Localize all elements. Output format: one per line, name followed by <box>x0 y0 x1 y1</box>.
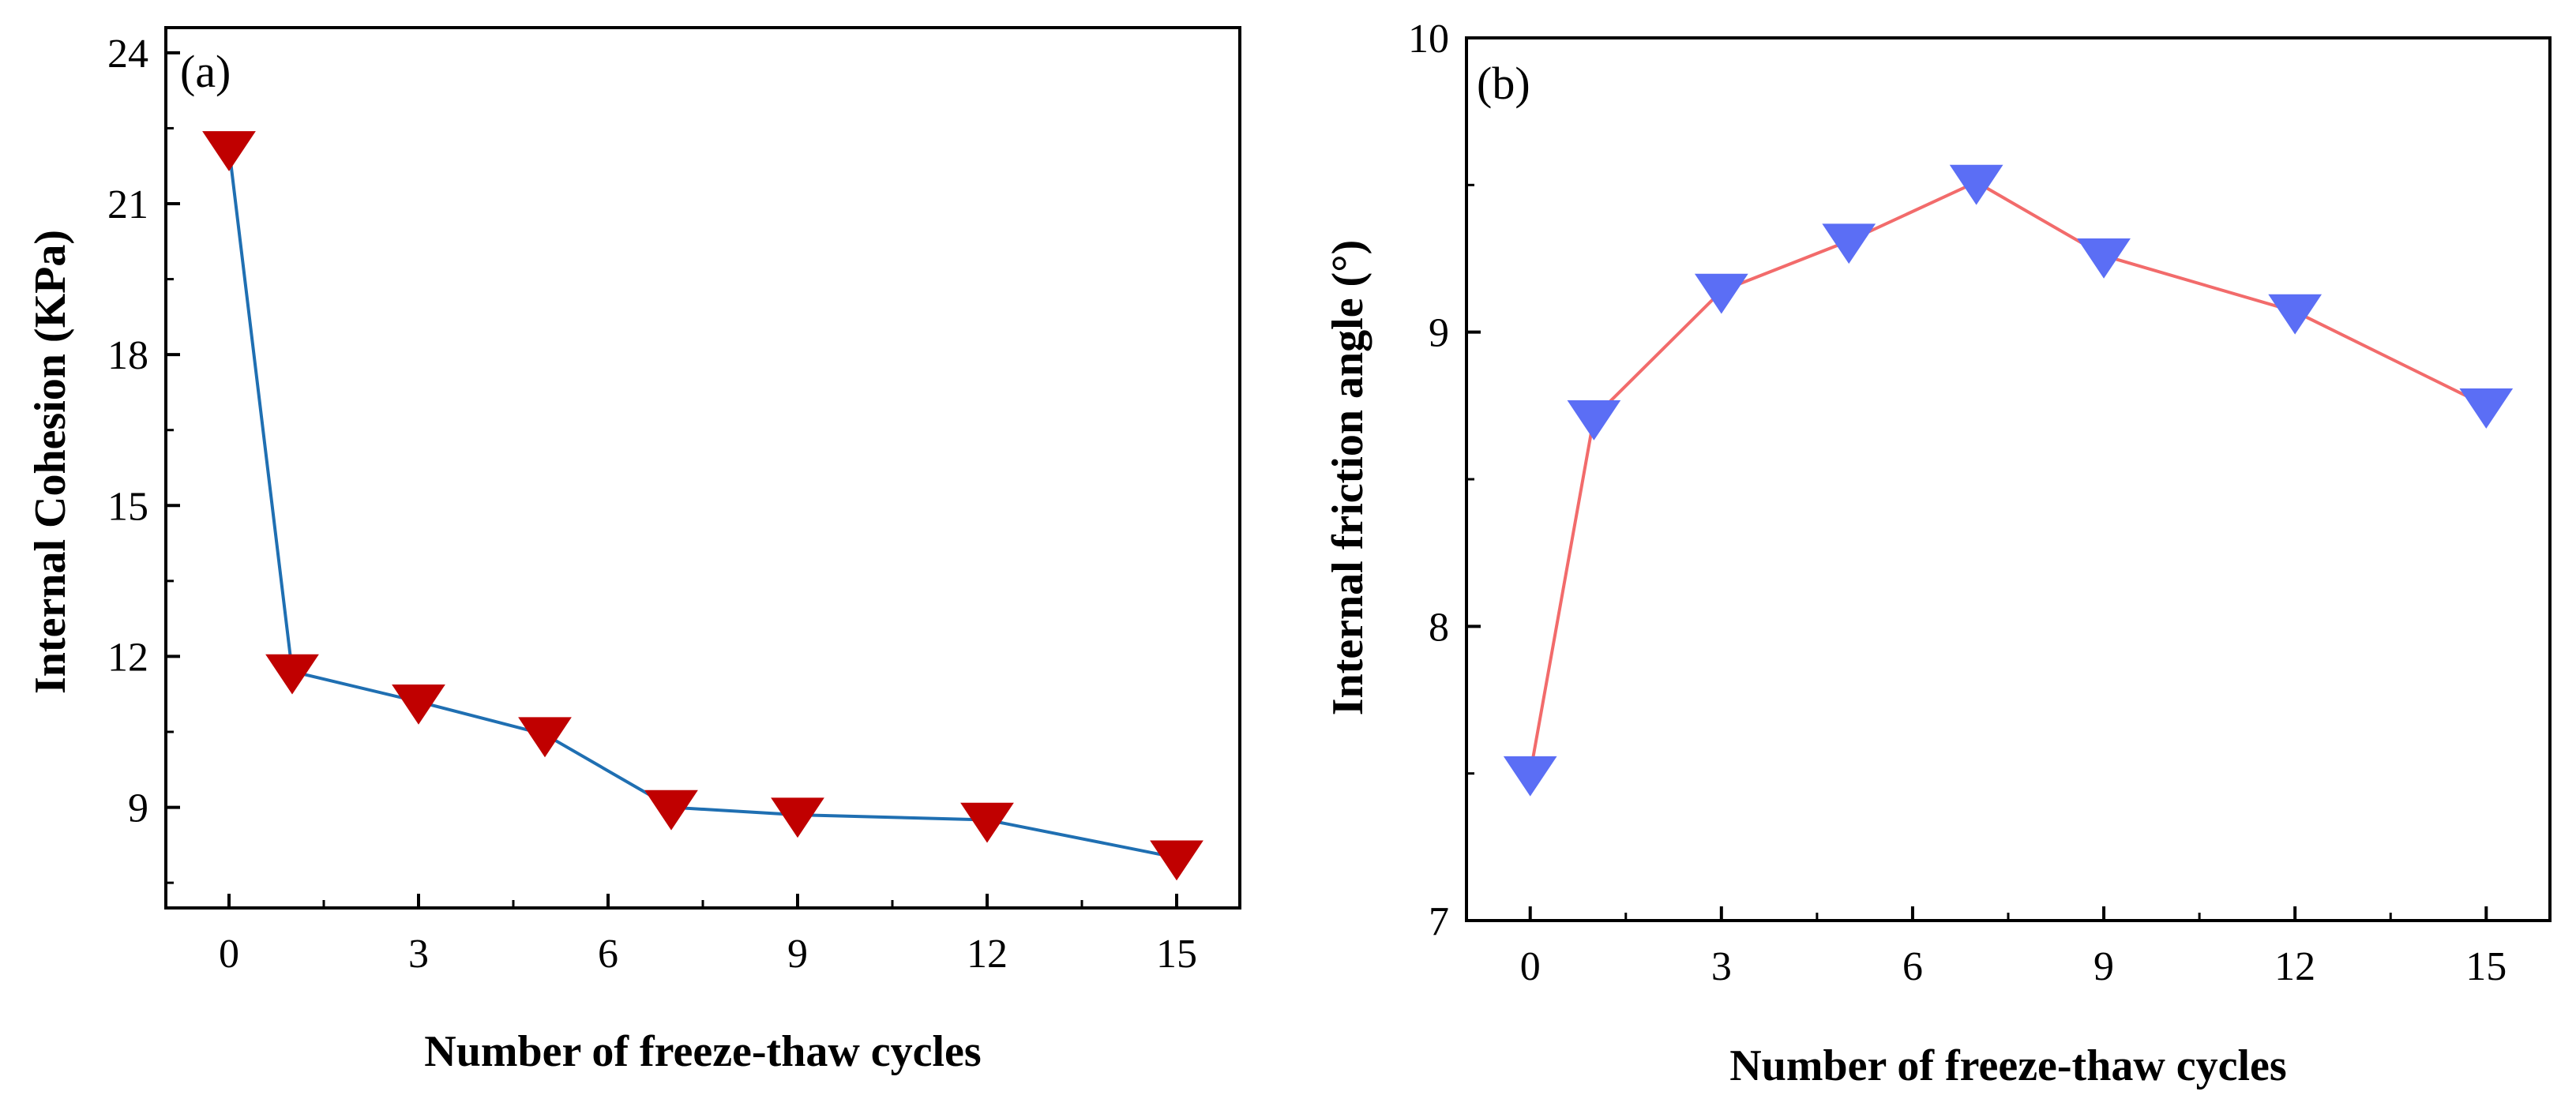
x-axis-title: Number of freeze-thaw cycles <box>1729 1041 2286 1090</box>
data-point <box>960 802 1014 843</box>
x-tick-labels: 0 3 6 9 12 15 <box>1520 944 2507 989</box>
x-tick-label: 15 <box>1156 932 1197 977</box>
tick-marks <box>1466 36 2488 922</box>
y-tick-label: 21 <box>107 182 148 227</box>
x-tick-label: 3 <box>408 932 429 977</box>
y-tick-label: 18 <box>107 333 148 378</box>
y-tick-label: 9 <box>1429 311 1449 356</box>
x-tick-label: 15 <box>2465 944 2507 989</box>
y-axis-title: Internal Cohesion (KPa) <box>26 230 75 694</box>
data-point <box>1949 164 2003 205</box>
panel-label: (b) <box>1477 58 1530 109</box>
tick-marks <box>166 51 1178 908</box>
x-tick-label: 0 <box>1520 944 1541 989</box>
y-tick-label: 15 <box>107 484 148 529</box>
panel-label: (a) <box>180 46 231 97</box>
data-point <box>771 797 824 838</box>
x-tick-label: 0 <box>219 932 239 977</box>
data-point <box>1822 223 1876 264</box>
y-tick-label: 8 <box>1429 605 1449 650</box>
series-line <box>227 148 1177 860</box>
data-point <box>1150 840 1204 881</box>
x-tick-label: 12 <box>967 932 1008 977</box>
x-tick-label: 6 <box>1902 944 1923 989</box>
data-point <box>2268 294 2323 335</box>
y-tick-label: 7 <box>1429 899 1449 944</box>
plot-frame <box>1465 36 2552 922</box>
data-point <box>392 684 445 725</box>
series-line <box>1528 180 2488 775</box>
data-point <box>518 717 572 758</box>
x-axis-title: Number of freeze-thaw cycles <box>424 1027 981 1076</box>
x-tick-label: 6 <box>598 932 618 977</box>
data-point <box>644 790 698 831</box>
x-tick-label: 12 <box>2274 944 2315 989</box>
y-tick-label: 12 <box>107 635 148 680</box>
y-tick-labels: 7 8 9 10 <box>1408 17 1449 944</box>
x-tick-labels: 0 3 6 9 12 15 <box>219 932 1197 977</box>
x-tick-label: 9 <box>2093 944 2114 989</box>
data-point <box>2077 238 2131 279</box>
y-tick-label: 9 <box>128 786 148 831</box>
y-axis-title: Internal friction angle (°) <box>1324 240 1372 716</box>
data-point <box>1503 756 1557 797</box>
data-markers <box>202 131 1204 881</box>
data-markers <box>1503 164 2514 797</box>
plot-frame <box>164 26 1241 910</box>
data-point <box>202 131 256 171</box>
x-tick-label: 3 <box>1711 944 1732 989</box>
y-tick-label: 24 <box>107 32 148 77</box>
data-point <box>1567 399 1621 441</box>
x-tick-label: 9 <box>787 932 808 977</box>
data-point <box>265 654 319 695</box>
data-point <box>2459 388 2514 429</box>
panel-b: 0 3 6 9 12 15 7 8 9 10 (b) Number of freeze-thaw… <box>1324 17 2552 1090</box>
y-tick-label: 10 <box>1408 17 1449 62</box>
panel-a: 0 3 6 9 12 15 9 12 15 18 21 24 (a) Number of freez… <box>26 26 1241 1076</box>
data-point <box>1694 273 1748 314</box>
y-tick-labels: 9 12 15 18 21 24 <box>107 32 148 831</box>
